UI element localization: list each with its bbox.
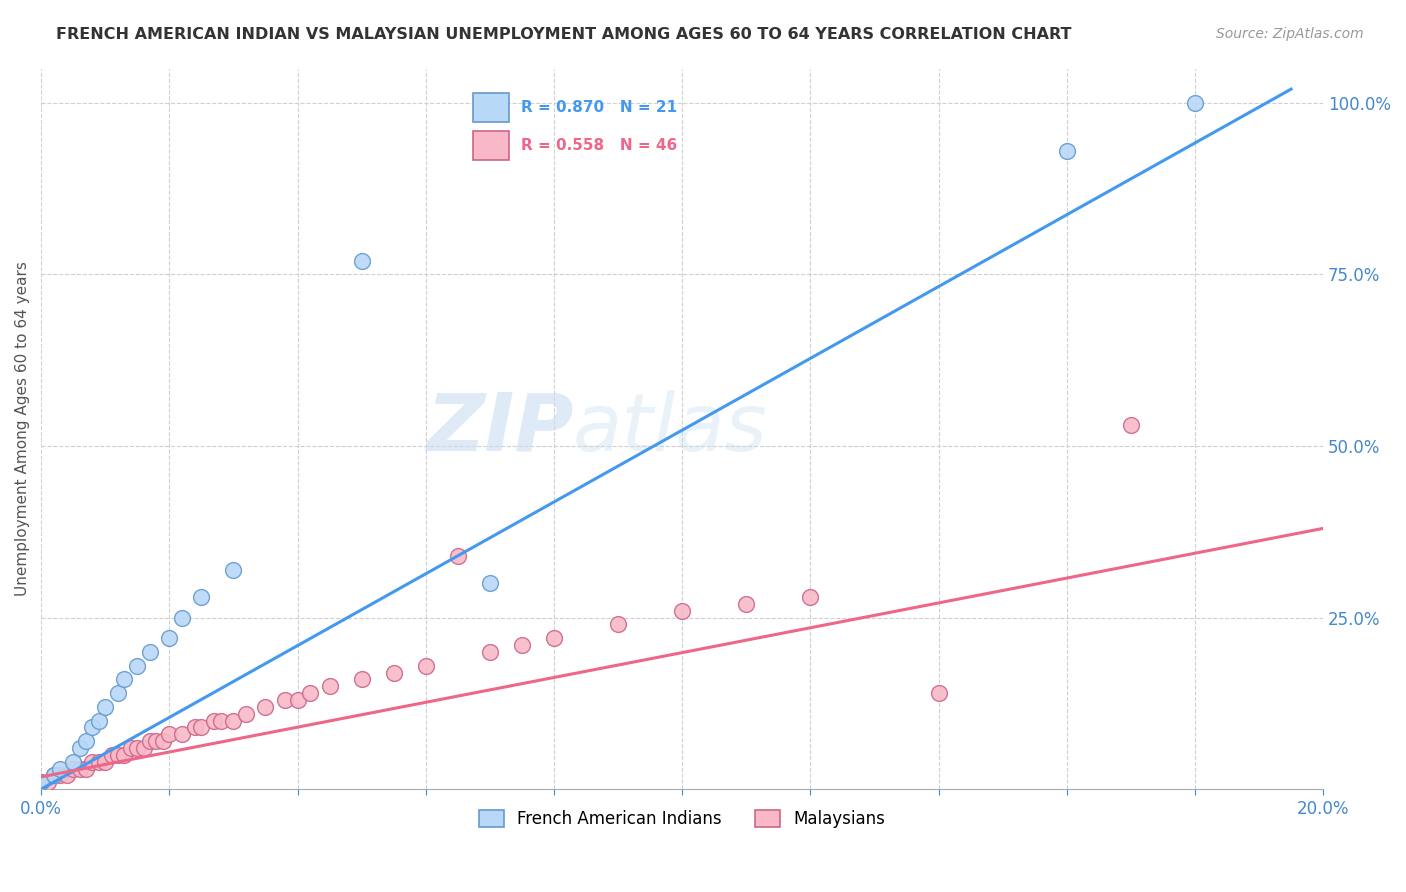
Point (382, 665, 405, 680)
Point (69, 762, 91, 776)
Point (42, 768, 65, 782)
Point (235, 706, 257, 721)
Point (55, 768, 77, 782)
Point (222, 563, 245, 577)
Text: Source: ZipAtlas.com: Source: ZipAtlas.com (1216, 27, 1364, 41)
Text: FRENCH AMERICAN INDIAN VS MALAYSIAN UNEMPLOYMENT AMONG AGES 60 TO 64 YEARS CORRE: FRENCH AMERICAN INDIAN VS MALAYSIAN UNEM… (56, 27, 1071, 42)
Point (190, 721, 212, 735)
Text: atlas: atlas (574, 390, 768, 468)
Point (607, 617, 630, 632)
Point (30, 775, 52, 789)
Point (37, 775, 59, 789)
Point (172, 727, 194, 741)
Point (202, 714, 225, 728)
Point (94, 699, 117, 714)
Point (172, 610, 194, 624)
Point (184, 721, 207, 735)
Point (49, 768, 72, 782)
Point (209, 714, 232, 728)
Point (120, 741, 142, 756)
Point (75, 734, 97, 748)
Point (62, 755, 84, 769)
Point (735, 597, 758, 611)
Point (1119, 418, 1142, 433)
Point (543, 631, 565, 645)
Point (127, 741, 149, 756)
Point (30, 775, 52, 789)
Point (69, 741, 91, 756)
Point (478, 645, 501, 659)
Point (127, 658, 149, 673)
Point (671, 604, 693, 618)
Point (287, 693, 309, 707)
Point (82, 755, 104, 769)
Point (107, 686, 129, 700)
Point (318, 679, 340, 693)
Point (415, 658, 437, 673)
Point (447, 549, 470, 563)
Point (75, 762, 97, 776)
Point (350, 673, 373, 687)
Point (87, 755, 110, 769)
Point (132, 741, 155, 756)
Point (222, 714, 245, 728)
Text: ZIP: ZIP (426, 390, 574, 468)
Point (42, 768, 65, 782)
Point (190, 590, 212, 604)
Point (152, 734, 174, 748)
Y-axis label: Unemployment Among Ages 60 to 64 years: Unemployment Among Ages 60 to 64 years (15, 261, 30, 597)
Point (49, 762, 72, 776)
Point (273, 693, 295, 707)
Point (114, 673, 136, 687)
Point (299, 686, 322, 700)
Point (478, 576, 501, 591)
Point (139, 734, 162, 748)
Point (114, 747, 136, 762)
Point (928, 686, 950, 700)
Point (350, 253, 373, 268)
Point (157, 727, 180, 741)
Point (94, 755, 117, 769)
Point (62, 762, 84, 776)
Legend: French American Indians, Malaysians: French American Indians, Malaysians (472, 804, 891, 835)
Point (157, 631, 180, 645)
Point (1184, 95, 1206, 110)
Point (107, 747, 129, 762)
Point (254, 699, 277, 714)
Point (100, 747, 122, 762)
Point (510, 638, 533, 652)
Point (87, 714, 110, 728)
Point (145, 734, 167, 748)
Point (82, 721, 104, 735)
Point (799, 590, 821, 604)
Point (139, 645, 162, 659)
Point (1056, 144, 1078, 158)
